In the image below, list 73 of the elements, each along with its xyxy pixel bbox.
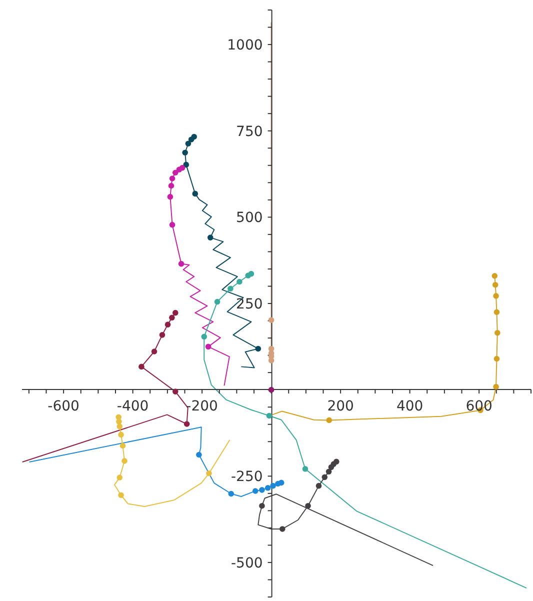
point (326, 417, 332, 424)
point (159, 332, 166, 338)
point (268, 317, 274, 323)
point (494, 330, 500, 336)
point (278, 480, 284, 486)
point (184, 421, 190, 427)
point (118, 492, 124, 498)
point (196, 452, 202, 458)
point (259, 487, 265, 493)
point (270, 482, 276, 489)
y-tick-label: 750 (236, 124, 263, 140)
point (172, 388, 178, 394)
point (255, 346, 262, 352)
point (494, 356, 500, 362)
point (493, 293, 499, 299)
point (206, 470, 212, 476)
point (492, 272, 498, 279)
point (164, 322, 171, 328)
point (182, 150, 188, 156)
point (122, 458, 128, 464)
point (151, 348, 158, 354)
y-tick-label: 1000 (227, 38, 263, 54)
point (118, 432, 124, 438)
x-tick-label: 400 (396, 398, 424, 414)
point (172, 170, 178, 176)
point (259, 502, 265, 509)
point (120, 442, 126, 449)
point (252, 488, 258, 494)
point (191, 134, 197, 140)
point (236, 278, 242, 285)
y-tick-label: -250 (231, 469, 263, 486)
point (178, 260, 184, 267)
point (172, 310, 178, 316)
y-tick-label: -500 (231, 555, 263, 572)
point (268, 386, 274, 393)
point (169, 222, 176, 228)
point (492, 282, 498, 288)
point (326, 468, 332, 475)
point (116, 474, 123, 480)
point (264, 484, 271, 491)
point (214, 298, 220, 305)
point (493, 384, 499, 390)
point (179, 164, 186, 171)
point (138, 364, 144, 370)
point (322, 474, 328, 480)
point (328, 464, 334, 470)
x-tick-label: -600 (48, 398, 80, 414)
point (192, 190, 198, 197)
point (228, 490, 234, 497)
point (201, 334, 208, 340)
point (207, 234, 214, 240)
point (116, 418, 122, 424)
point (167, 194, 174, 200)
point (305, 502, 311, 509)
point (205, 344, 212, 350)
point (245, 272, 252, 278)
x-tick-label: 200 (327, 398, 354, 414)
point (185, 140, 192, 147)
point (302, 466, 308, 472)
point (494, 309, 500, 316)
point (228, 286, 234, 292)
x-tick-label: -200 (186, 398, 218, 414)
y-tick-label: 500 (236, 210, 263, 226)
point (279, 526, 286, 532)
point (169, 314, 175, 321)
point (169, 176, 176, 182)
point (316, 482, 322, 489)
point (168, 182, 174, 189)
point (266, 412, 272, 419)
x-tick-label: -400 (116, 398, 149, 414)
point (116, 424, 123, 430)
point (183, 162, 190, 168)
y-tick-label: 250 (236, 296, 263, 312)
